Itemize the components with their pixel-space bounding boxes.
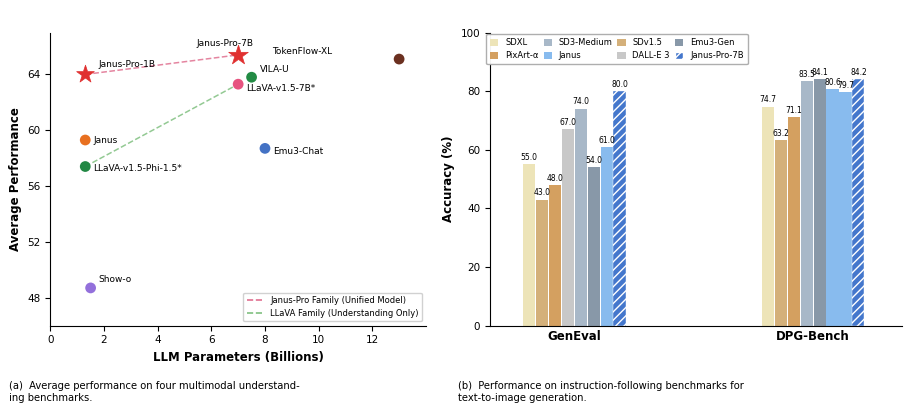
Text: 55.0: 55.0 xyxy=(520,153,538,162)
Bar xyxy=(813,79,825,326)
Text: 80.0: 80.0 xyxy=(611,80,628,89)
Y-axis label: Accuracy (%): Accuracy (%) xyxy=(442,136,455,222)
Text: 63.2: 63.2 xyxy=(772,129,790,138)
Point xyxy=(231,81,245,88)
Text: Emu3-Chat: Emu3-Chat xyxy=(273,147,323,156)
Text: 61.0: 61.0 xyxy=(598,136,615,144)
Bar xyxy=(523,164,535,326)
Text: 67.0: 67.0 xyxy=(559,118,576,127)
Bar xyxy=(601,147,613,326)
Text: 79.7: 79.7 xyxy=(837,81,854,90)
Point xyxy=(257,145,272,152)
Point xyxy=(231,52,245,58)
Point xyxy=(83,284,98,291)
Text: VILA-U: VILA-U xyxy=(259,65,289,74)
X-axis label: LLM Parameters (Billions): LLM Parameters (Billions) xyxy=(153,351,323,364)
Text: 54.0: 54.0 xyxy=(585,156,602,165)
Point xyxy=(392,56,407,62)
Text: 43.0: 43.0 xyxy=(533,188,551,197)
Bar xyxy=(536,199,548,326)
Bar xyxy=(762,107,774,326)
Bar xyxy=(587,167,600,326)
Text: 74.0: 74.0 xyxy=(572,97,589,106)
Text: Show-o: Show-o xyxy=(99,276,132,284)
Bar xyxy=(549,185,561,326)
Text: 71.1: 71.1 xyxy=(785,106,802,115)
Text: 83.5: 83.5 xyxy=(798,70,815,79)
Text: 74.7: 74.7 xyxy=(759,95,776,104)
Text: 84.1: 84.1 xyxy=(812,68,828,77)
Bar xyxy=(826,90,838,326)
Y-axis label: Average Performance: Average Performance xyxy=(9,107,22,251)
Bar xyxy=(801,81,812,326)
Text: Janus-Pro-7B: Janus-Pro-7B xyxy=(196,39,253,48)
Bar xyxy=(562,129,573,326)
Bar xyxy=(574,109,587,326)
Text: TokenFlow-XL: TokenFlow-XL xyxy=(272,46,332,56)
Point xyxy=(78,163,93,170)
Point xyxy=(245,74,259,81)
Bar xyxy=(788,117,800,326)
Text: LLaVA-v1.5-7B*: LLaVA-v1.5-7B* xyxy=(246,84,315,93)
Text: LLaVA-v1.5-Phi-1.5*: LLaVA-v1.5-Phi-1.5* xyxy=(93,164,182,173)
Text: 80.6: 80.6 xyxy=(824,78,841,87)
Bar xyxy=(853,79,865,326)
Text: (a)  Average performance on four multimodal understand-
ing benchmarks.: (a) Average performance on four multimod… xyxy=(9,381,300,403)
Legend: SDXL, PixArt-α, SD3-Medium, Janus, SDv1.5, DALL-E 3, Emu3-Gen, Janus-Pro-7B: SDXL, PixArt-α, SD3-Medium, Janus, SDv1.… xyxy=(486,34,747,64)
Bar xyxy=(839,92,852,326)
Text: 48.0: 48.0 xyxy=(546,174,563,183)
Point xyxy=(78,137,93,143)
Point xyxy=(78,71,93,78)
Text: Janus: Janus xyxy=(93,136,117,145)
Bar xyxy=(614,91,626,326)
Legend: Janus-Pro Family (Unified Model), LLaVA Family (Understanding Only): Janus-Pro Family (Unified Model), LLaVA … xyxy=(244,293,421,322)
Text: 84.2: 84.2 xyxy=(850,68,867,77)
Text: (b)  Performance on instruction-following benchmarks for
text-to-image generatio: (b) Performance on instruction-following… xyxy=(458,381,744,403)
Bar xyxy=(775,140,787,326)
Text: Janus-Pro-1B: Janus-Pro-1B xyxy=(99,60,156,69)
